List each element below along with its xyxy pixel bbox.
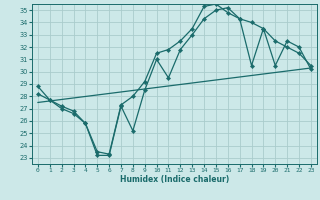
X-axis label: Humidex (Indice chaleur): Humidex (Indice chaleur) — [120, 175, 229, 184]
